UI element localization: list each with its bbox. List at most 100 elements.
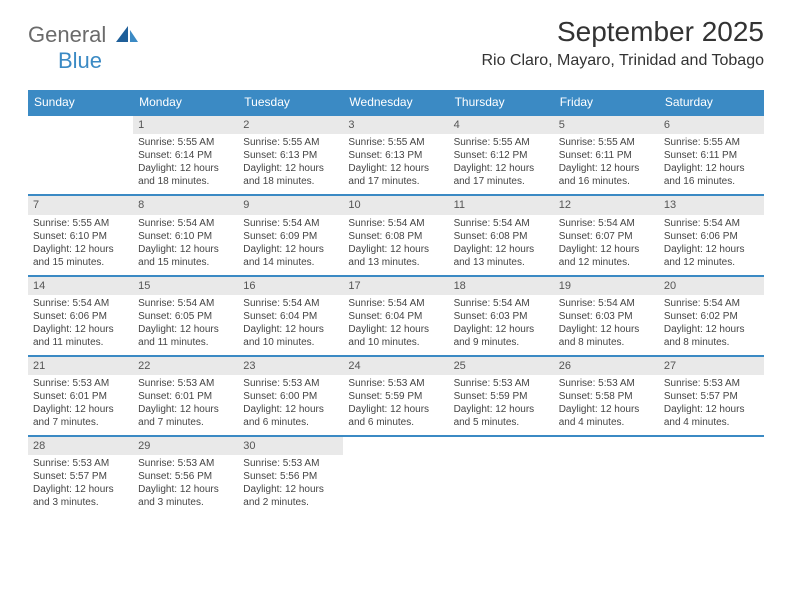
cell-body: Sunrise: 5:54 AMSunset: 6:04 PMDaylight:…	[238, 295, 343, 355]
daylight-text: Daylight: 12 hours and 17 minutes.	[348, 162, 443, 188]
daylight-text: Daylight: 12 hours and 15 minutes.	[33, 243, 128, 269]
daylight-text: Daylight: 12 hours and 12 minutes.	[559, 243, 654, 269]
daylight-text: Daylight: 12 hours and 4 minutes.	[664, 403, 759, 429]
sunset-text: Sunset: 6:01 PM	[138, 390, 233, 403]
calendar-cell: 30Sunrise: 5:53 AMSunset: 5:56 PMDayligh…	[238, 437, 343, 515]
daylight-text: Daylight: 12 hours and 16 minutes.	[664, 162, 759, 188]
sunrise-text: Sunrise: 5:53 AM	[33, 457, 128, 470]
date-number	[28, 116, 133, 120]
calendar-cell: 15Sunrise: 5:54 AMSunset: 6:05 PMDayligh…	[133, 277, 238, 355]
date-number: 7	[28, 196, 133, 214]
cell-body: Sunrise: 5:53 AMSunset: 6:01 PMDaylight:…	[133, 375, 238, 435]
sunset-text: Sunset: 6:13 PM	[348, 149, 443, 162]
week-row: 7Sunrise: 5:55 AMSunset: 6:10 PMDaylight…	[28, 194, 764, 274]
sunset-text: Sunset: 6:14 PM	[138, 149, 233, 162]
calendar-cell: 16Sunrise: 5:54 AMSunset: 6:04 PMDayligh…	[238, 277, 343, 355]
calendar-cell: 4Sunrise: 5:55 AMSunset: 6:12 PMDaylight…	[449, 116, 554, 194]
calendar-cell: 10Sunrise: 5:54 AMSunset: 6:08 PMDayligh…	[343, 196, 448, 274]
date-number: 13	[659, 196, 764, 214]
week-row: 14Sunrise: 5:54 AMSunset: 6:06 PMDayligh…	[28, 275, 764, 355]
page-title: September 2025	[481, 16, 764, 48]
calendar-cell	[659, 437, 764, 515]
sunset-text: Sunset: 6:08 PM	[348, 230, 443, 243]
daylight-text: Daylight: 12 hours and 6 minutes.	[243, 403, 338, 429]
sunrise-text: Sunrise: 5:54 AM	[559, 217, 654, 230]
calendar-cell: 8Sunrise: 5:54 AMSunset: 6:10 PMDaylight…	[133, 196, 238, 274]
sunset-text: Sunset: 6:01 PM	[33, 390, 128, 403]
calendar-cell	[28, 116, 133, 194]
calendar-cell: 28Sunrise: 5:53 AMSunset: 5:57 PMDayligh…	[28, 437, 133, 515]
day-header-saturday: Saturday	[659, 90, 764, 114]
cell-body: Sunrise: 5:54 AMSunset: 6:08 PMDaylight:…	[449, 215, 554, 275]
calendar-cell: 22Sunrise: 5:53 AMSunset: 6:01 PMDayligh…	[133, 357, 238, 435]
daylight-text: Daylight: 12 hours and 7 minutes.	[138, 403, 233, 429]
date-number: 1	[133, 116, 238, 134]
date-number: 2	[238, 116, 343, 134]
calendar-cell: 21Sunrise: 5:53 AMSunset: 6:01 PMDayligh…	[28, 357, 133, 435]
cell-body: Sunrise: 5:54 AMSunset: 6:10 PMDaylight:…	[133, 215, 238, 275]
calendar-cell: 25Sunrise: 5:53 AMSunset: 5:59 PMDayligh…	[449, 357, 554, 435]
daylight-text: Daylight: 12 hours and 10 minutes.	[243, 323, 338, 349]
logo-text-general: General	[28, 22, 106, 47]
cell-body: Sunrise: 5:55 AMSunset: 6:14 PMDaylight:…	[133, 134, 238, 194]
sunset-text: Sunset: 6:03 PM	[454, 310, 549, 323]
date-number: 30	[238, 437, 343, 455]
sunrise-text: Sunrise: 5:54 AM	[348, 217, 443, 230]
sunset-text: Sunset: 6:12 PM	[454, 149, 549, 162]
date-number: 19	[554, 277, 659, 295]
date-number: 22	[133, 357, 238, 375]
location-subtitle: Rio Claro, Mayaro, Trinidad and Tobago	[481, 52, 764, 70]
daylight-text: Daylight: 12 hours and 10 minutes.	[348, 323, 443, 349]
sunset-text: Sunset: 6:06 PM	[664, 230, 759, 243]
sunset-text: Sunset: 6:03 PM	[559, 310, 654, 323]
week-row: 28Sunrise: 5:53 AMSunset: 5:57 PMDayligh…	[28, 435, 764, 515]
sunset-text: Sunset: 5:57 PM	[33, 470, 128, 483]
daylight-text: Daylight: 12 hours and 17 minutes.	[454, 162, 549, 188]
day-header-sunday: Sunday	[28, 90, 133, 114]
sunset-text: Sunset: 6:05 PM	[138, 310, 233, 323]
cell-body: Sunrise: 5:54 AMSunset: 6:03 PMDaylight:…	[449, 295, 554, 355]
sunset-text: Sunset: 5:56 PM	[138, 470, 233, 483]
date-number: 26	[554, 357, 659, 375]
date-number: 12	[554, 196, 659, 214]
daylight-text: Daylight: 12 hours and 13 minutes.	[348, 243, 443, 269]
sunrise-text: Sunrise: 5:54 AM	[138, 217, 233, 230]
calendar-cell: 3Sunrise: 5:55 AMSunset: 6:13 PMDaylight…	[343, 116, 448, 194]
sunset-text: Sunset: 6:08 PM	[454, 230, 549, 243]
sunset-text: Sunset: 6:10 PM	[33, 230, 128, 243]
sunrise-text: Sunrise: 5:54 AM	[664, 297, 759, 310]
calendar-cell: 17Sunrise: 5:54 AMSunset: 6:04 PMDayligh…	[343, 277, 448, 355]
date-number: 16	[238, 277, 343, 295]
sunset-text: Sunset: 5:59 PM	[348, 390, 443, 403]
cell-body: Sunrise: 5:54 AMSunset: 6:08 PMDaylight:…	[343, 215, 448, 275]
daylight-text: Daylight: 12 hours and 9 minutes.	[454, 323, 549, 349]
date-number	[554, 437, 659, 441]
calendar-cell: 5Sunrise: 5:55 AMSunset: 6:11 PMDaylight…	[554, 116, 659, 194]
cell-body: Sunrise: 5:53 AMSunset: 5:56 PMDaylight:…	[238, 455, 343, 515]
sunrise-text: Sunrise: 5:54 AM	[454, 297, 549, 310]
cell-body: Sunrise: 5:54 AMSunset: 6:06 PMDaylight:…	[28, 295, 133, 355]
sunrise-text: Sunrise: 5:53 AM	[559, 377, 654, 390]
cell-body: Sunrise: 5:55 AMSunset: 6:13 PMDaylight:…	[343, 134, 448, 194]
daylight-text: Daylight: 12 hours and 14 minutes.	[243, 243, 338, 269]
sunset-text: Sunset: 6:11 PM	[664, 149, 759, 162]
date-number: 29	[133, 437, 238, 455]
daylight-text: Daylight: 12 hours and 15 minutes.	[138, 243, 233, 269]
calendar-cell: 14Sunrise: 5:54 AMSunset: 6:06 PMDayligh…	[28, 277, 133, 355]
cell-body: Sunrise: 5:53 AMSunset: 5:59 PMDaylight:…	[449, 375, 554, 435]
date-number: 3	[343, 116, 448, 134]
sunset-text: Sunset: 6:09 PM	[243, 230, 338, 243]
sunrise-text: Sunrise: 5:54 AM	[559, 297, 654, 310]
sunset-text: Sunset: 6:13 PM	[243, 149, 338, 162]
sunrise-text: Sunrise: 5:54 AM	[33, 297, 128, 310]
calendar-cell: 12Sunrise: 5:54 AMSunset: 6:07 PMDayligh…	[554, 196, 659, 274]
cell-body: Sunrise: 5:53 AMSunset: 5:59 PMDaylight:…	[343, 375, 448, 435]
daylight-text: Daylight: 12 hours and 16 minutes.	[559, 162, 654, 188]
cell-body: Sunrise: 5:53 AMSunset: 6:01 PMDaylight:…	[28, 375, 133, 435]
cell-body: Sunrise: 5:54 AMSunset: 6:05 PMDaylight:…	[133, 295, 238, 355]
sunset-text: Sunset: 5:56 PM	[243, 470, 338, 483]
date-number: 28	[28, 437, 133, 455]
date-number: 9	[238, 196, 343, 214]
calendar-cell: 6Sunrise: 5:55 AMSunset: 6:11 PMDaylight…	[659, 116, 764, 194]
calendar-cell: 11Sunrise: 5:54 AMSunset: 6:08 PMDayligh…	[449, 196, 554, 274]
